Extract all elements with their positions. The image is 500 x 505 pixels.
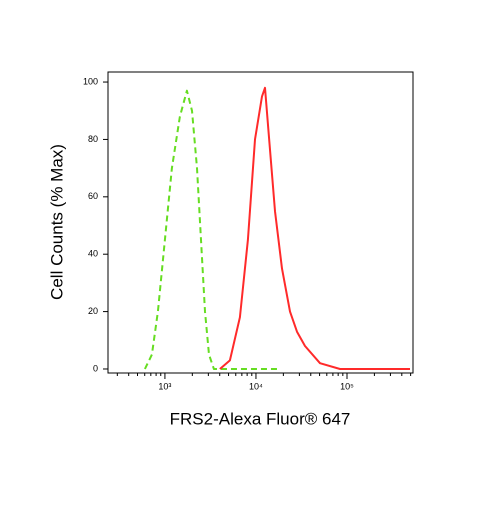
histogram-line [219, 86, 410, 370]
plot-frame [107, 71, 414, 374]
y-tick-label: 0 [93, 363, 98, 373]
y-axis-label: Cell Counts (% Max) [47, 144, 66, 300]
x-axis-label: FRS2-Alexa Fluor® 647 [170, 409, 351, 428]
histogram-line [144, 89, 280, 370]
x-tick-label: 10³ [158, 381, 171, 391]
x-tick-label: 10⁵ [340, 381, 354, 391]
x-tick-label: 10⁴ [249, 381, 263, 391]
y-tick-label: 100 [83, 76, 98, 86]
y-tick-label: 80 [88, 134, 98, 144]
y-tick-label: 40 [88, 249, 98, 259]
y-tick-label: 20 [88, 306, 98, 316]
y-tick-label: 60 [88, 191, 98, 201]
